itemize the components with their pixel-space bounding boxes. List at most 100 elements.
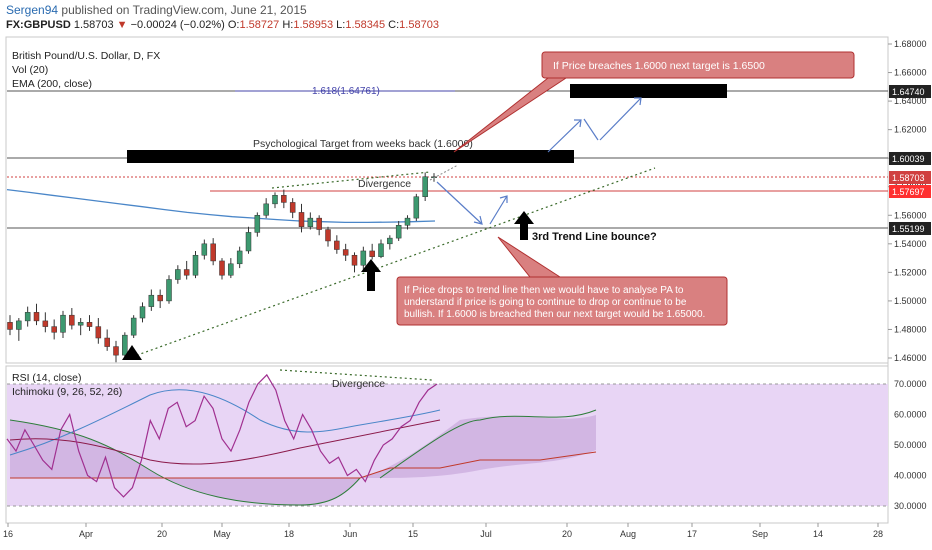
candle-body[interactable] <box>387 237 393 245</box>
price-badge-158703: 1.58703 <box>889 171 931 184</box>
ohlc-readout: FX:GBPUSD 1.58703 ▼ −0.00024 (−0.02%) O:… <box>6 19 439 31</box>
candle-body[interactable] <box>351 254 358 266</box>
time-tick-label: 28 <box>873 529 883 539</box>
price-badge-157697: 1.57697 <box>889 185 931 198</box>
candlestick-series[interactable] <box>7 172 437 363</box>
candle-body[interactable] <box>228 263 234 276</box>
time-tick-label: 17 <box>687 529 697 539</box>
legend-ichimoku[interactable]: Ichimoku (9, 26, 52, 26) <box>12 386 122 398</box>
divergence-line-rsi[interactable] <box>279 369 433 381</box>
psych-target-label: Psychological Target from weeks back (1.… <box>253 138 473 150</box>
candle-body[interactable] <box>316 217 322 230</box>
arrow-up-icon <box>361 259 381 291</box>
rsi-tick-label: 70.0000 <box>894 379 927 389</box>
candle-body[interactable] <box>60 314 66 333</box>
open-value: 1.58727 <box>239 19 280 31</box>
time-tick-label: 20 <box>562 529 572 539</box>
candle-body[interactable] <box>42 320 49 327</box>
price-tick-label: 1.62000 <box>894 125 927 135</box>
candle-body[interactable] <box>289 202 296 213</box>
price-tick-label: 1.56000 <box>894 210 927 220</box>
candle-body[interactable] <box>369 250 375 257</box>
rsi-tick-label: 40.0000 <box>894 471 927 481</box>
support-trendline[interactable] <box>131 167 656 358</box>
callout-top-text: If Price breaches 1.6000 next target is … <box>553 60 765 72</box>
candle-body[interactable] <box>183 269 190 276</box>
candle-body[interactable] <box>33 312 40 322</box>
callout-bottom-line-1: If Price drops to trend line then we wou… <box>404 285 684 296</box>
candle-body[interactable] <box>236 250 243 265</box>
arrow-up-icon <box>514 211 534 240</box>
callout-bottom[interactable]: If Price drops to trend line then we wou… <box>396 236 728 326</box>
ichimoku-span-a <box>9 419 361 506</box>
candle-body[interactable] <box>7 322 13 330</box>
candle-body[interactable] <box>210 243 216 262</box>
candle-body[interactable] <box>175 269 181 280</box>
candle-body[interactable] <box>325 229 331 242</box>
candle-body[interactable] <box>86 322 93 327</box>
fib-label: 1.618(1.64761) <box>312 86 380 97</box>
rsi-tick-label: 60.0000 <box>894 410 927 420</box>
candle-body[interactable] <box>69 314 75 326</box>
candle-body[interactable] <box>113 346 119 356</box>
price-badge-160039: 1.60039 <box>889 152 931 165</box>
candle-body[interactable] <box>166 279 172 302</box>
candle-body[interactable] <box>104 337 110 347</box>
candle-body[interactable] <box>254 215 261 233</box>
divergence-line-price[interactable] <box>271 171 431 189</box>
rsi-line[interactable] <box>6 373 438 498</box>
svg-text:1.55199: 1.55199 <box>892 224 925 234</box>
callout-bottom-line-2: understand if price is going to continue… <box>404 297 687 308</box>
ichimoku-tenkan <box>9 389 441 456</box>
change-arrow: ▼ <box>116 19 128 31</box>
candle-body[interactable] <box>16 320 22 330</box>
candle-body[interactable] <box>263 203 269 216</box>
time-tick-label: 20 <box>157 529 167 539</box>
candle-body[interactable] <box>395 225 402 239</box>
candle-body[interactable] <box>157 294 163 302</box>
ichimoku-cloud <box>10 415 596 505</box>
candle-body[interactable] <box>272 195 278 205</box>
candle-body[interactable] <box>342 249 349 256</box>
legend-vol[interactable]: Vol (20) <box>12 64 48 76</box>
candle-body[interactable] <box>122 334 128 356</box>
candle-body[interactable] <box>219 260 225 276</box>
candle-body[interactable] <box>192 254 199 276</box>
low-label: L: <box>336 19 346 31</box>
publish-info: Sergen94 published on TradingView.com, J… <box>6 3 307 17</box>
candle-body[interactable] <box>334 240 340 250</box>
candle-body[interactable] <box>95 326 102 339</box>
candle-body[interactable] <box>130 317 137 336</box>
candle-body[interactable] <box>201 243 208 256</box>
ema-200-line[interactable] <box>6 188 436 224</box>
publish-text: published on TradingView.com, June 21, 2… <box>61 3 307 17</box>
candle-body[interactable] <box>413 196 420 219</box>
candle-body[interactable] <box>378 243 384 257</box>
candle-body[interactable] <box>404 217 411 226</box>
candle-body[interactable] <box>148 294 155 307</box>
candle-body[interactable] <box>77 322 84 326</box>
divergence-rsi-label: Divergence <box>332 378 385 390</box>
callout-top[interactable]: If Price breaches 1.6000 next target is … <box>453 51 855 153</box>
author-link[interactable]: Sergen94 <box>6 3 59 17</box>
price-tick-label: 1.46000 <box>894 353 927 363</box>
candle-body[interactable] <box>24 312 31 322</box>
chart-header: Sergen94 published on TradingView.com, J… <box>0 0 932 36</box>
psych-target-bar[interactable] <box>127 150 574 163</box>
callout-bottom-line-3: bullish. If 1.6000 is breached then our … <box>404 309 705 320</box>
candle-body[interactable] <box>139 306 146 319</box>
time-tick-label: Aug <box>620 529 636 539</box>
candle-body[interactable] <box>422 176 428 197</box>
candle-body[interactable] <box>298 212 305 227</box>
candle-body[interactable] <box>245 232 252 252</box>
candle-body[interactable] <box>51 326 57 333</box>
candle-body[interactable] <box>360 250 367 266</box>
svg-text:1.58703: 1.58703 <box>892 173 925 183</box>
legend-ema[interactable]: EMA (200, close) <box>12 78 92 90</box>
symbol-label[interactable]: FX:GBPUSD <box>6 19 71 31</box>
target-1-65-bar[interactable] <box>570 84 727 98</box>
legend-rsi[interactable]: RSI (14, close) <box>12 372 81 384</box>
candle-body[interactable] <box>307 217 314 227</box>
candle-body[interactable] <box>281 195 287 203</box>
